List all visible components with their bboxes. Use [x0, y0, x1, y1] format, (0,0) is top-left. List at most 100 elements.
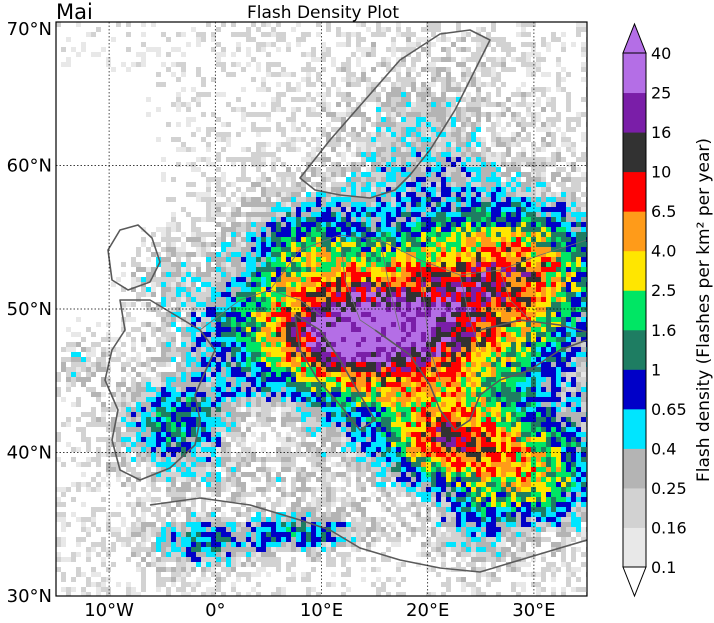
density-cell [581, 172, 586, 177]
density-cell [346, 347, 351, 352]
density-cell [461, 207, 466, 212]
density-cell [576, 227, 581, 232]
density-cell [216, 167, 221, 172]
density-cell [256, 247, 261, 252]
density-cell [386, 122, 391, 127]
density-cell [526, 182, 531, 187]
density-cell [446, 207, 451, 212]
density-cell [506, 202, 511, 207]
density-cell [331, 182, 336, 187]
density-cell [286, 262, 291, 267]
density-cell [466, 332, 471, 337]
density-cell [131, 377, 136, 382]
density-cell [391, 327, 396, 332]
density-cell [581, 52, 586, 57]
density-cell [186, 237, 191, 242]
density-cell [321, 197, 326, 202]
density-cell [221, 277, 226, 282]
density-cell [286, 87, 291, 92]
density-cell [256, 362, 261, 367]
density-cell [446, 247, 451, 252]
density-cell [486, 147, 491, 152]
density-cell [466, 107, 471, 112]
density-cell [341, 137, 346, 142]
density-cell [491, 82, 496, 87]
density-cell [336, 332, 341, 337]
density-cell [271, 242, 276, 247]
density-cell [171, 377, 176, 382]
density-cell [526, 267, 531, 272]
density-cell [146, 247, 151, 252]
density-cell [361, 282, 366, 287]
density-cell [466, 302, 471, 307]
density-cell [486, 187, 491, 192]
density-cell [66, 37, 71, 42]
density-cell [321, 317, 326, 322]
density-cell [531, 47, 536, 52]
density-cell [301, 332, 306, 337]
density-cell [476, 117, 481, 122]
density-cell [496, 297, 501, 302]
density-cell [421, 182, 426, 187]
density-cell [491, 162, 496, 167]
density-cell [441, 217, 446, 222]
density-cell [441, 317, 446, 322]
density-cell [236, 357, 241, 362]
density-cell [376, 272, 381, 277]
density-cell [451, 192, 456, 197]
density-cell [451, 152, 456, 157]
density-cell [386, 162, 391, 167]
density-cell [371, 332, 376, 337]
density-cell [286, 232, 291, 237]
density-cell [456, 177, 461, 182]
density-cell [426, 97, 431, 102]
density-cell [561, 312, 566, 317]
density-cell [281, 342, 286, 347]
density-cell [551, 237, 556, 242]
density-cell [186, 192, 191, 197]
density-cell [496, 37, 501, 42]
density-cell [206, 252, 211, 257]
density-cell [86, 352, 91, 357]
density-cell [91, 362, 96, 367]
density-cell [336, 282, 341, 287]
density-cell [516, 312, 521, 317]
density-cell [546, 217, 551, 222]
density-cell [451, 332, 456, 337]
density-cell [501, 162, 506, 167]
density-cell [196, 292, 201, 297]
density-cell [226, 122, 231, 127]
density-cell [496, 157, 501, 162]
density-cell [541, 107, 546, 112]
density-cell [306, 347, 311, 352]
density-cell [401, 357, 406, 362]
density-cell [391, 122, 396, 127]
density-cell [356, 137, 361, 142]
density-cell [546, 287, 551, 292]
density-cell [396, 22, 401, 27]
density-cell [361, 72, 366, 77]
density-cell [511, 377, 516, 382]
density-cell [211, 332, 216, 337]
density-cell [456, 372, 461, 377]
density-cell [516, 347, 521, 352]
density-cell [471, 232, 476, 237]
density-cell [461, 62, 466, 67]
density-cell [261, 307, 266, 312]
density-cell [301, 282, 306, 287]
density-cell [431, 242, 436, 247]
density-cell [226, 247, 231, 252]
density-cell [241, 262, 246, 267]
density-cell [496, 202, 501, 207]
density-cell [406, 312, 411, 317]
density-cell [251, 237, 256, 242]
density-cell [131, 317, 136, 322]
density-cell [256, 352, 261, 357]
density-cell [561, 132, 566, 137]
density-cell [196, 232, 201, 237]
density-cell [216, 347, 221, 352]
density-cell [156, 282, 161, 287]
density-cell [401, 202, 406, 207]
density-cell [526, 367, 531, 372]
density-cell [401, 142, 406, 147]
